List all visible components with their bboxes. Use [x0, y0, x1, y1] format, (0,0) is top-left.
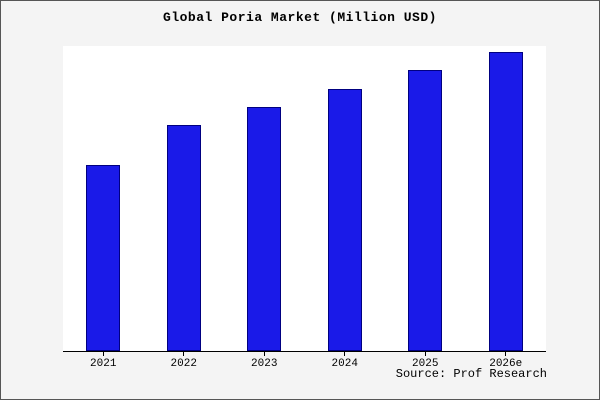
x-tick-label: 2024 [331, 358, 358, 370]
x-label-slot: 2025 [385, 352, 466, 370]
x-label-slot: 2021 [63, 352, 144, 370]
bar-slot [224, 46, 305, 351]
x-tick-label: 2022 [170, 358, 197, 370]
x-tick-label: 2023 [251, 358, 278, 370]
x-axis-tick [183, 352, 185, 356]
chart-title: Global Poria Market (Million USD) [163, 10, 437, 25]
source-label: Source: Prof Research [395, 367, 547, 381]
x-axis-tick [102, 352, 104, 356]
bar-slot [63, 46, 144, 351]
x-axis-labels: 2021 2022 2023 2024 2025 2026e [63, 352, 546, 370]
bar [408, 70, 443, 351]
x-axis-tick [344, 352, 346, 356]
plot-area [63, 46, 546, 352]
bar [327, 88, 362, 351]
x-tick-label: 2021 [90, 358, 117, 370]
x-axis-tick [263, 352, 265, 356]
bar-slot [385, 46, 466, 351]
bar [86, 164, 121, 351]
bar [166, 125, 201, 351]
x-axis-tick [505, 352, 507, 356]
bar-slot [144, 46, 225, 351]
bar-slot [305, 46, 386, 351]
x-label-slot: 2023 [224, 352, 305, 370]
bar-series [63, 46, 546, 351]
bar [488, 52, 523, 351]
x-axis-tick [424, 352, 426, 356]
x-label-slot: 2026e [466, 352, 547, 370]
x-tick-label: 2026e [489, 358, 523, 370]
x-tick-label: 2025 [412, 358, 439, 370]
bar [247, 107, 282, 351]
x-label-slot: 2022 [144, 352, 225, 370]
bar-slot [466, 46, 547, 351]
x-label-slot: 2024 [305, 352, 386, 370]
